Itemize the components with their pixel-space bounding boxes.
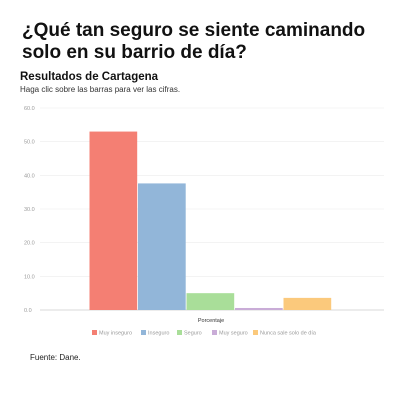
y-tick-label: 30.0 [24, 207, 35, 213]
legend-swatch[interactable] [141, 330, 146, 335]
source-note: Fuente: Dane. [30, 353, 81, 362]
legend-swatch[interactable] [253, 330, 258, 335]
y-tick-label: 60.0 [24, 106, 35, 112]
y-tick-label: 10.0 [24, 274, 35, 280]
legend-swatch[interactable] [212, 330, 217, 335]
y-tick-label: 20.0 [24, 241, 35, 247]
legend-swatch[interactable] [177, 330, 182, 335]
legend-item-label[interactable]: Muy inseguro [99, 331, 132, 337]
bar-inseguro[interactable]: Inseguro: 37.6 [138, 183, 186, 310]
y-tick-label: 40.0 [24, 173, 35, 179]
bar-seguro[interactable]: Seguro: 5 [186, 293, 235, 310]
chart-instruction-note: Haga clic sobre las barras para ver las … [20, 85, 181, 94]
legend-item-label[interactable]: Seguro [184, 331, 202, 337]
legend-item-label[interactable]: Inseguro [148, 331, 169, 337]
bar-muy-seguro[interactable]: Muy seguro: 0.6 [235, 307, 283, 310]
bar-muy-inseguro[interactable]: Muy inseguro: 53 [89, 131, 138, 310]
y-tick-label: 0.0 [24, 308, 32, 314]
x-axis-label: Porcentaje [198, 318, 224, 324]
chart-subtitle: Resultados de Cartagena [20, 71, 159, 83]
legend-swatch[interactable] [92, 330, 97, 335]
y-tick-label: 50.0 [24, 140, 35, 146]
bar-nunca-sale-solo-de-d-a[interactable]: Nunca sale solo de día: 3.6 [283, 297, 332, 310]
legend-item-label[interactable]: Nunca sale solo de día [260, 331, 317, 337]
legend-item-label[interactable]: Muy seguro [219, 331, 248, 337]
chart-title: ¿Qué tan seguro se siente caminando solo… [22, 20, 366, 63]
